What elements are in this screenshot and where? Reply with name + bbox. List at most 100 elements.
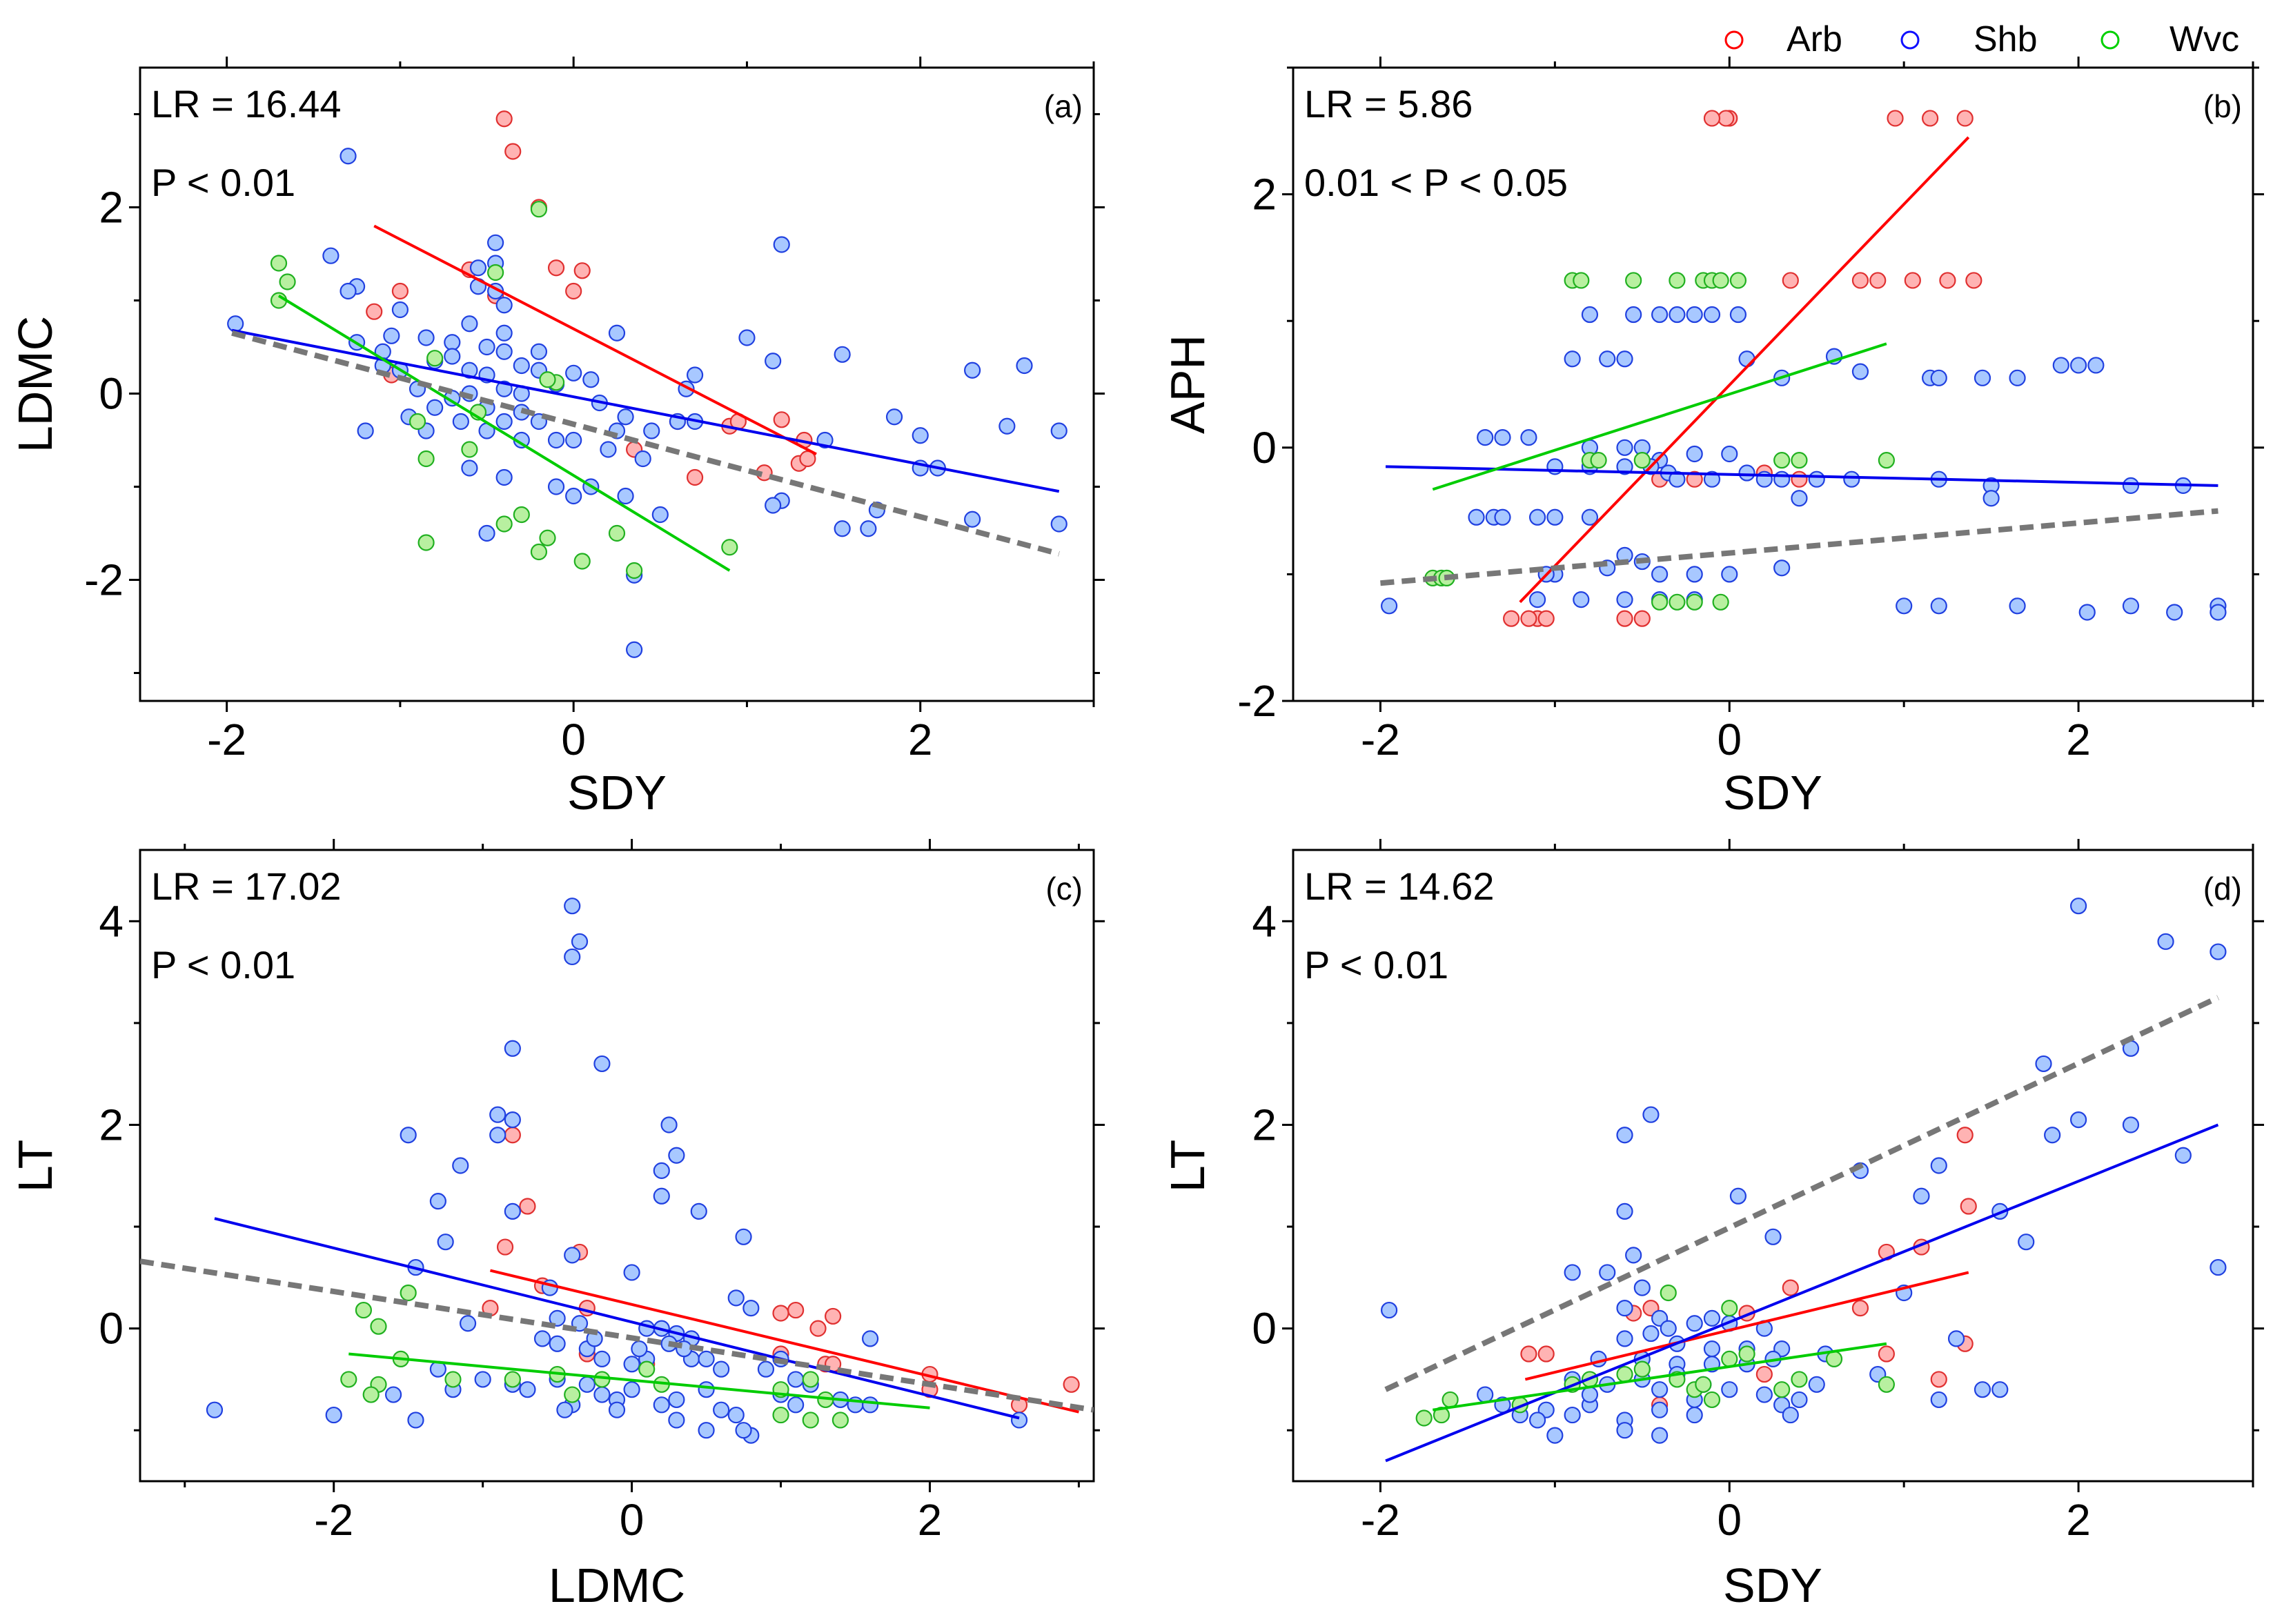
data-point-arb bbox=[1755, 1365, 1773, 1383]
data-point-shb bbox=[1703, 1309, 1721, 1327]
data-point-shb bbox=[1651, 1427, 1669, 1444]
data-point-shb bbox=[1616, 591, 1633, 608]
fit-line-arb bbox=[489, 1269, 1079, 1414]
legend-label-shb: Shb bbox=[1974, 19, 2038, 59]
data-point-wvc bbox=[1669, 593, 1686, 611]
data-point-shb bbox=[582, 371, 600, 388]
data-point-shb bbox=[1642, 1106, 1660, 1123]
data-point-shb bbox=[593, 1350, 611, 1368]
data-point-wvc bbox=[1616, 1365, 1633, 1383]
data-point-shb bbox=[2210, 943, 2227, 960]
data-point-shb bbox=[504, 1202, 521, 1220]
data-point-shb bbox=[533, 1330, 551, 1347]
data-point-wvc bbox=[362, 1386, 380, 1403]
data-point-shb bbox=[1651, 306, 1669, 324]
data-point-wvc bbox=[504, 1371, 521, 1388]
data-point-wvc bbox=[1729, 272, 1747, 289]
data-point-shb bbox=[1791, 490, 1808, 507]
data-point-arb bbox=[1922, 110, 1939, 127]
data-point-shb bbox=[1616, 439, 1633, 456]
data-point-arb bbox=[772, 1305, 789, 1322]
points-arb bbox=[1520, 1127, 1977, 1414]
data-point-wvc bbox=[495, 515, 513, 533]
p-value: P < 0.01 bbox=[151, 943, 295, 987]
data-point-arb bbox=[809, 1320, 827, 1337]
data-point-shb bbox=[1764, 1228, 1782, 1245]
data-point-shb bbox=[623, 1381, 640, 1398]
data-point-shb bbox=[1930, 597, 1947, 615]
data-point-shb bbox=[565, 487, 582, 505]
points-arb bbox=[366, 110, 816, 486]
data-point-wvc bbox=[832, 1412, 849, 1429]
fit-line-shb bbox=[214, 1217, 1020, 1420]
data-point-arb bbox=[1939, 272, 1956, 289]
y-tick-label: 0 bbox=[99, 1304, 124, 1354]
data-point-shb bbox=[653, 1187, 670, 1205]
data-point-shb bbox=[206, 1401, 224, 1418]
data-point-shb bbox=[765, 497, 782, 514]
data-point-shb bbox=[668, 1412, 685, 1429]
data-point-arb bbox=[366, 303, 383, 320]
data-point-arb bbox=[1930, 1371, 1947, 1388]
data-point-shb bbox=[643, 422, 660, 439]
data-point-shb bbox=[964, 511, 981, 528]
fit-line-overall bbox=[1380, 508, 2218, 586]
data-point-shb bbox=[1564, 1406, 1581, 1424]
data-point-shb bbox=[1930, 369, 1947, 386]
y-tick-label: 4 bbox=[99, 896, 124, 946]
data-point-arb bbox=[1878, 1345, 1895, 1363]
data-point-arb bbox=[573, 262, 591, 279]
data-point-shb bbox=[1581, 306, 1599, 324]
data-point-shb bbox=[698, 1350, 715, 1368]
data-point-wvc bbox=[1686, 593, 1703, 611]
data-point-shb bbox=[530, 343, 548, 360]
data-point-arb bbox=[1956, 1127, 1974, 1144]
legend-label-wvc: Wvc bbox=[2169, 19, 2239, 59]
data-point-arb bbox=[1616, 610, 1633, 627]
data-point-shb bbox=[325, 1406, 342, 1424]
data-point-shb bbox=[608, 1401, 626, 1418]
data-point-shb bbox=[340, 148, 357, 165]
data-point-arb bbox=[1960, 1198, 1977, 1215]
legend-marker-arb bbox=[1724, 30, 1744, 50]
data-point-shb bbox=[1573, 591, 1590, 608]
data-point-shb bbox=[735, 1422, 752, 1439]
data-point-shb bbox=[444, 348, 461, 365]
data-point-shb bbox=[547, 431, 565, 449]
data-point-wvc bbox=[593, 1371, 611, 1388]
panel-letter: (b) bbox=[2203, 88, 2242, 124]
points-shb bbox=[227, 148, 1067, 658]
y-tick-label: 0 bbox=[99, 369, 124, 419]
data-point-arb bbox=[1703, 110, 1721, 127]
y-tick-label: 4 bbox=[1252, 896, 1277, 946]
data-point-shb bbox=[787, 1396, 805, 1414]
data-point-wvc bbox=[1625, 272, 1642, 289]
legend-marker-wvc bbox=[2100, 30, 2120, 50]
data-point-wvc bbox=[1738, 1345, 1755, 1363]
data-point-arb bbox=[1904, 272, 1921, 289]
data-point-shb bbox=[478, 338, 495, 356]
plot-frame bbox=[1292, 66, 2254, 702]
data-point-shb bbox=[617, 408, 634, 426]
data-point-shb bbox=[489, 1127, 506, 1144]
data-point-wvc bbox=[1695, 1376, 1712, 1393]
data-point-shb bbox=[1791, 1391, 1808, 1409]
data-point-wvc bbox=[417, 450, 435, 468]
data-point-wvc bbox=[573, 553, 591, 570]
data-point-shb bbox=[727, 1289, 745, 1307]
data-point-shb bbox=[426, 399, 444, 416]
legend-label-arb: Arb bbox=[1787, 19, 1842, 59]
data-point-shb bbox=[1808, 471, 1825, 488]
x-tick-label: 2 bbox=[2066, 1495, 2091, 1545]
data-point-wvc bbox=[564, 1386, 581, 1403]
points-arb bbox=[1503, 110, 1982, 627]
data-point-arb bbox=[1782, 272, 1799, 289]
data-point-wvc bbox=[626, 562, 643, 580]
points-wvc bbox=[1424, 272, 1895, 611]
data-point-shb bbox=[1721, 566, 1738, 583]
data-point-arb bbox=[773, 411, 790, 428]
y-tick-label: 2 bbox=[1252, 170, 1277, 219]
data-point-wvc bbox=[608, 524, 626, 542]
panel-letter: (a) bbox=[1044, 88, 1083, 124]
